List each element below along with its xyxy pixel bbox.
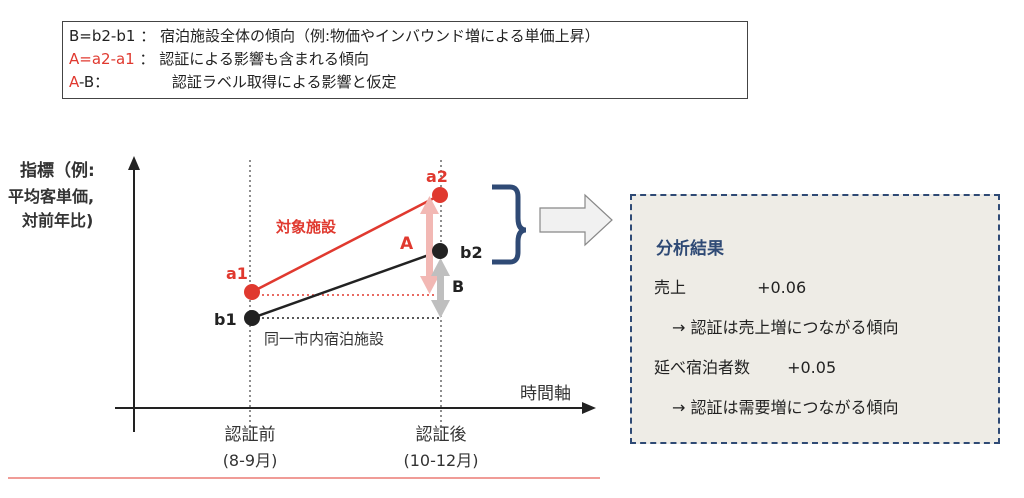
point-a1 xyxy=(244,284,260,300)
before-label: 認証前 xyxy=(225,425,276,445)
point-a2-label: a2 xyxy=(426,167,448,186)
point-b2-label: b2 xyxy=(460,243,483,262)
point-b2 xyxy=(432,243,448,259)
legend-a-sep: ： xyxy=(139,50,155,68)
nights-row: 延べ宿泊者数 +0.05 xyxy=(654,354,836,378)
x-axis-label: 時間軸 xyxy=(520,384,571,404)
x-axis-arrowhead xyxy=(582,402,596,414)
results-panel: 分析結果 売上 +0.06 → 認証は売上増につながる傾向 延べ宿泊者数 +0.… xyxy=(630,194,1000,444)
legend-line-diff: A-B： 認証ラベル取得による影響と仮定 xyxy=(69,71,741,94)
point-b1 xyxy=(244,310,260,326)
arrow-a xyxy=(420,196,439,294)
y-axis-arrowhead xyxy=(128,156,140,170)
legend-diff-text: 認証ラベル取得による影響と仮定 xyxy=(171,73,397,91)
legend-line-a: A=a2-a1 ： 認証による影響も含まれる傾向 xyxy=(69,48,741,71)
arrow-b xyxy=(431,258,450,318)
after-label: 認証後 xyxy=(416,425,467,445)
point-a2 xyxy=(432,187,448,203)
control-series-label: 同一市内宿泊施設 xyxy=(264,330,384,348)
before-period-label: (8-9月) xyxy=(223,451,278,470)
sales-value: +0.06 xyxy=(757,278,807,297)
legend-box: B=b2-b1 ： 宿泊施設全体の傾向（例:物価やインバウンド増による単価上昇）… xyxy=(62,21,748,99)
legend-a-text: 認証による影響も含まれる傾向 xyxy=(159,50,369,68)
legend-b-label: B=b2-b1 xyxy=(69,27,136,45)
nights-value: +0.05 xyxy=(787,358,837,377)
after-period-label: (10-12月) xyxy=(404,451,479,470)
nights-note: → 認証は需要増につながる傾向 xyxy=(672,398,899,417)
target-series-label: 対象施設 xyxy=(275,218,337,236)
y-axis-label-line3: 対前年比) xyxy=(21,211,93,230)
target-trend-line xyxy=(251,193,441,294)
results-title: 分析結果 xyxy=(656,239,724,259)
legend-diff-label-rest: -B： xyxy=(78,73,110,91)
bracket xyxy=(492,184,527,265)
result-pointer-arrow xyxy=(539,193,613,247)
point-b1-label: b1 xyxy=(214,310,237,329)
legend-line-b: B=b2-b1 ： 宿泊施設全体の傾向（例:物価やインバウンド増による単価上昇） xyxy=(69,25,741,48)
sales-note: → 認証は売上増につながる傾向 xyxy=(672,318,899,337)
arrow-a-label: A xyxy=(400,234,414,254)
y-axis-label-line1: 指標（例: xyxy=(20,160,95,181)
control-trend-line xyxy=(251,249,441,320)
nights-label: 延べ宿泊者数 xyxy=(654,358,751,377)
legend-a-label: A=a2-a1 xyxy=(69,50,135,68)
sales-label: 売上 xyxy=(654,278,687,297)
legend-diff-label-a: A xyxy=(69,73,79,91)
arrow-b-label: B xyxy=(452,277,464,296)
y-axis-label-line2: 平均客単価, xyxy=(8,187,94,206)
legend-b-sep: ： xyxy=(140,27,156,45)
point-a1-label: a1 xyxy=(226,264,248,283)
sales-row: 売上 +0.06 xyxy=(654,274,806,298)
legend-b-text: 宿泊施設全体の傾向（例:物価やインバウンド増による単価上昇） xyxy=(159,27,600,45)
